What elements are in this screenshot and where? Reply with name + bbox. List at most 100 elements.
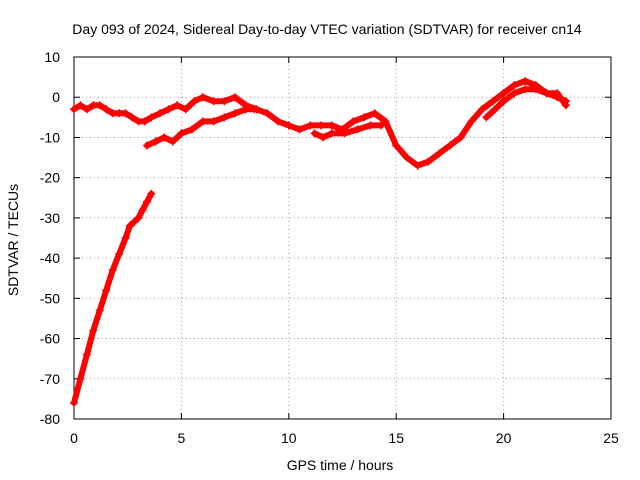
data-point <box>263 109 272 118</box>
data-point <box>198 93 207 102</box>
y-tick-label: -20 <box>40 170 60 186</box>
data-point <box>478 105 487 114</box>
data-point <box>125 221 134 230</box>
x-axis-label: GPS time / hours <box>287 457 394 473</box>
data-point <box>115 250 124 259</box>
data-point <box>531 85 540 94</box>
data-point <box>147 113 156 122</box>
data-point <box>121 234 130 242</box>
y-tick-label: -50 <box>40 290 60 306</box>
data-point <box>121 109 130 118</box>
data-point <box>381 117 390 126</box>
data-point <box>220 113 229 122</box>
data-point <box>349 117 358 126</box>
data-point <box>82 350 91 359</box>
data-point <box>370 109 379 118</box>
data-point <box>188 125 197 134</box>
data-point <box>295 125 304 134</box>
data-point <box>456 133 465 142</box>
data-point <box>482 113 491 122</box>
data-point <box>147 189 156 198</box>
x-tick-label: 25 <box>603 430 619 446</box>
data-point <box>82 105 91 114</box>
data-point <box>168 137 177 146</box>
data-point <box>521 77 530 86</box>
plot-frame <box>73 56 612 420</box>
data-point <box>209 97 218 106</box>
data-point <box>445 141 454 150</box>
data-point <box>274 117 283 126</box>
data-point <box>127 113 136 122</box>
data-point <box>70 105 78 114</box>
data-point <box>181 105 190 114</box>
data-point <box>488 97 497 106</box>
data-point <box>190 97 199 106</box>
data-point <box>359 113 368 122</box>
data-point <box>89 326 98 335</box>
data-series <box>70 77 570 407</box>
y-tick-label: 10 <box>44 49 60 65</box>
data-point <box>306 121 315 130</box>
data-point <box>561 101 570 110</box>
data-point <box>510 89 519 98</box>
y-tick-label: -10 <box>40 129 60 145</box>
data-point <box>231 109 240 118</box>
data-point <box>521 85 530 94</box>
data-point <box>143 197 152 206</box>
data-point <box>134 213 143 222</box>
data-point <box>366 121 375 130</box>
data-point <box>95 306 104 315</box>
data-point <box>220 97 229 106</box>
data-point <box>402 153 411 162</box>
axis-ticks <box>73 56 612 420</box>
x-tick-label: 0 <box>70 430 78 446</box>
data-point <box>140 117 149 126</box>
y-tick-label: -30 <box>40 210 60 226</box>
data-point <box>173 101 182 110</box>
data-point <box>317 121 326 130</box>
data-point <box>491 105 500 114</box>
data-point <box>102 105 111 114</box>
data-point <box>499 97 508 106</box>
x-tick-label: 10 <box>281 430 297 446</box>
data-point <box>143 141 152 150</box>
data-point <box>177 129 186 138</box>
data-point <box>542 89 551 98</box>
data-point <box>76 101 85 110</box>
data-point <box>327 121 336 130</box>
data-point <box>353 125 362 134</box>
grid-lines <box>74 57 611 419</box>
y-tick-label: -40 <box>40 250 60 266</box>
data-point <box>413 161 422 170</box>
y-tick-label: -80 <box>40 411 60 427</box>
data-point <box>284 121 293 130</box>
data-point <box>231 93 240 102</box>
data-point <box>209 117 218 126</box>
x-tick-label: 15 <box>388 430 404 446</box>
data-point <box>340 129 349 138</box>
chart-title: Day 093 of 2024, Sidereal Day-to-day VTE… <box>72 21 582 37</box>
y-tick-label: -60 <box>40 331 60 347</box>
data-point <box>250 105 259 114</box>
data-point <box>310 129 319 138</box>
data-point <box>108 266 117 275</box>
data-point <box>76 374 85 383</box>
data-point <box>102 286 111 295</box>
y-tick-label: -70 <box>40 371 60 387</box>
data-point <box>160 133 169 142</box>
x-tick-label: 20 <box>496 430 512 446</box>
data-point <box>155 109 164 118</box>
data-point <box>467 117 476 126</box>
data-point <box>499 89 508 98</box>
data-point <box>327 129 336 138</box>
data-point <box>95 101 104 110</box>
data-point <box>435 149 444 158</box>
data-point <box>319 133 328 142</box>
data-point <box>377 121 386 130</box>
x-tick-label: 5 <box>178 430 186 446</box>
data-point <box>70 398 78 407</box>
data-point <box>164 105 173 114</box>
data-point <box>241 105 250 114</box>
